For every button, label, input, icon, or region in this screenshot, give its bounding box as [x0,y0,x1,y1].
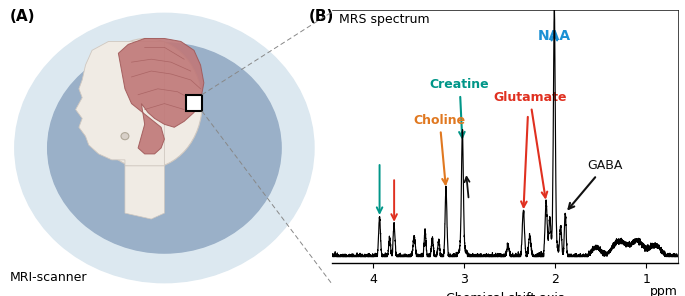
Text: (B): (B) [309,9,334,24]
Text: Glutamate: Glutamate [493,91,566,197]
X-axis label: Chemical shift axis: Chemical shift axis [446,292,564,296]
Circle shape [121,133,129,140]
Text: Creatine: Creatine [430,78,490,138]
Polygon shape [125,166,164,219]
Polygon shape [75,41,164,166]
Polygon shape [119,38,204,154]
Text: MRI-scanner: MRI-scanner [10,271,88,284]
Circle shape [48,43,281,253]
Text: ppm: ppm [650,285,678,296]
Ellipse shape [90,38,202,169]
FancyBboxPatch shape [186,95,202,111]
Text: NAA: NAA [538,29,571,43]
Text: MRS spectrum: MRS spectrum [339,13,429,26]
Text: GABA: GABA [569,159,623,209]
Text: (A): (A) [10,9,36,24]
Text: Choline: Choline [414,114,466,184]
Circle shape [15,13,314,283]
